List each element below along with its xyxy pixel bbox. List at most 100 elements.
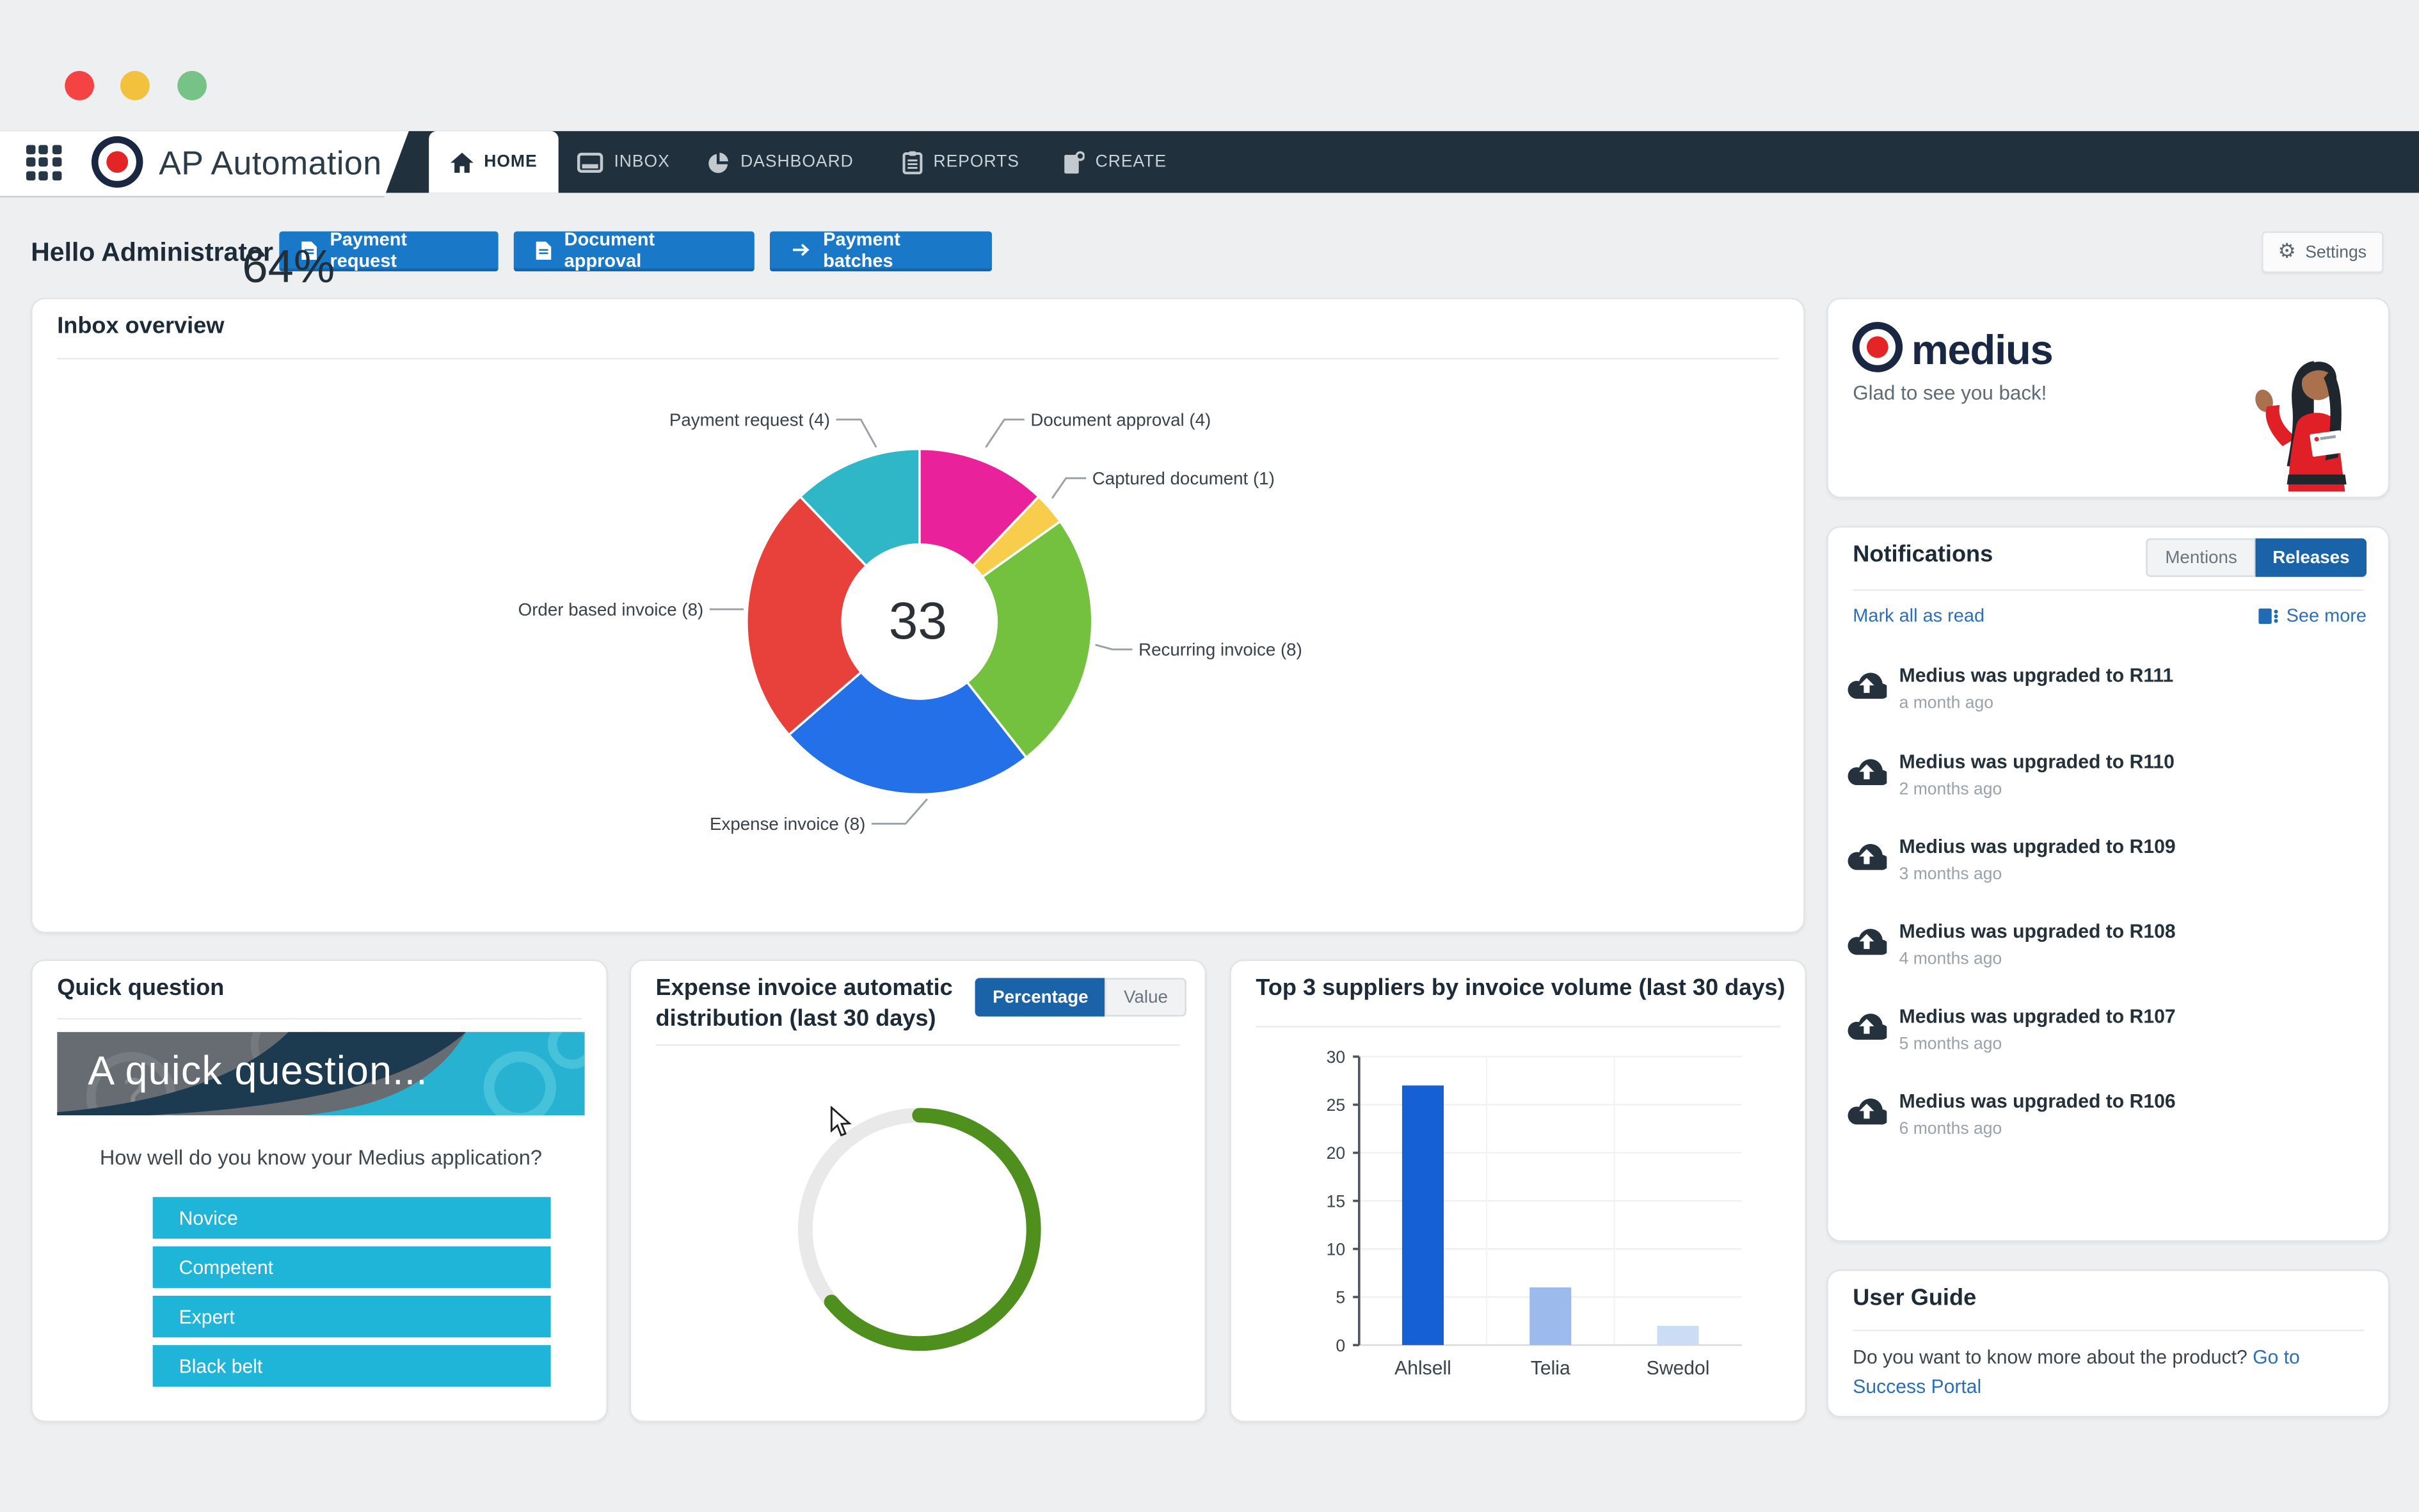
divider <box>57 358 1779 360</box>
suppliers-bar-chart[interactable]: 0 5 10 15 20 25 30 Ahlsell Telia Swedol <box>1256 1047 1783 1405</box>
label-leader-line <box>985 418 1025 448</box>
payment-batches-button[interactable]: Payment batches <box>769 228 993 272</box>
tab-create[interactable]: CREATE <box>1063 131 1167 193</box>
tab-mentions[interactable]: Mentions <box>2146 538 2256 577</box>
toggle-value[interactable]: Value <box>1105 978 1186 1017</box>
dashboard-pie-icon <box>708 152 729 173</box>
notification-time: 2 months ago <box>1899 780 2002 799</box>
label-leader-line <box>1051 477 1087 499</box>
mouse-cursor <box>830 1105 853 1146</box>
notification-time: a month ago <box>1899 694 1994 713</box>
y-tick-label: 15 <box>1327 1191 1345 1211</box>
notification-item[interactable]: Medius was upgraded to R111 a month ago <box>1847 665 2370 736</box>
bar-telia[interactable] <box>1529 1287 1572 1346</box>
donut-center-total: 33 <box>888 592 947 651</box>
notification-time: 4 months ago <box>1899 950 2002 969</box>
inbox-donut-chart[interactable]: Document approval (4) Captured document (… <box>33 361 1803 932</box>
home-icon <box>450 152 474 172</box>
y-tick-label: 25 <box>1327 1095 1345 1115</box>
tab-home[interactable]: HOME <box>429 131 559 193</box>
top-suppliers-card: Top 3 suppliers by invoice volume (last … <box>1229 959 1807 1422</box>
payment-request-button[interactable]: Payment request <box>279 228 499 272</box>
mark-all-as-read-link[interactable]: Mark all as read <box>1853 604 1985 626</box>
tab-reports[interactable]: REPORTS <box>902 131 1019 193</box>
label-leader-line <box>836 418 877 448</box>
card-title: Inbox overview <box>57 313 225 340</box>
divider <box>1256 1026 1780 1028</box>
arrow-right-icon <box>793 244 810 257</box>
notification-time: 6 months ago <box>1899 1120 2002 1139</box>
success-portal-link[interactable]: Go to Success Portal <box>1853 1346 2300 1398</box>
quick-question-card: Quick question ? A quick question... How… <box>31 959 608 1422</box>
notification-time: 3 months ago <box>1899 865 2002 884</box>
donut-slice[interactable] <box>798 447 921 568</box>
inbox-overview-card: Inbox overview Document approval (4) Capt… <box>31 298 1805 934</box>
notification-item[interactable]: Medius was upgraded to R108 4 months ago <box>1847 921 2370 992</box>
donut-slice-label: Expense invoice (8) <box>710 814 865 834</box>
tab-dashboard[interactable]: DASHBOARD <box>707 131 854 193</box>
divider <box>1853 589 2364 591</box>
document-icon <box>301 241 317 259</box>
divider <box>655 1044 1181 1046</box>
bar-swedol[interactable] <box>1657 1326 1699 1346</box>
card-title: Quick question <box>57 975 225 1001</box>
window-close-button[interactable] <box>65 70 95 100</box>
window-minimize-button[interactable] <box>120 70 150 100</box>
notification-item[interactable]: Medius was upgraded to R109 3 months ago <box>1847 836 2370 907</box>
cloud-upload-icon <box>1847 756 1890 794</box>
progress-value-label: 64% <box>242 242 335 294</box>
see-more-icon <box>2258 607 2278 623</box>
y-tick-label: 0 <box>1336 1336 1345 1355</box>
toggle-percentage[interactable]: Percentage <box>975 978 1106 1017</box>
brand-wordmark: medius <box>1911 327 2054 374</box>
quiz-question: How well do you know your Medius applica… <box>99 1146 542 1170</box>
quiz-option-black-belt[interactable]: Black belt <box>152 1345 551 1387</box>
auto-distribution-card: Expense invoice automatic distribution (… <box>629 959 1207 1422</box>
tab-releases[interactable]: Releases <box>2255 538 2367 577</box>
quiz-option-expert[interactable]: Expert <box>152 1295 551 1338</box>
notification-title: Medius was upgraded to R106 <box>1899 1090 2176 1113</box>
label-leader-line <box>872 798 928 825</box>
donut-slice-label: Order based invoice (8) <box>518 600 704 619</box>
user-guide-text: Do you want to know more about the produ… <box>1853 1346 2300 1398</box>
notification-item[interactable]: Medius was upgraded to R106 6 months ago <box>1847 1090 2370 1161</box>
notification-item[interactable]: Medius was upgraded to R107 5 months ago <box>1847 1006 2370 1077</box>
app-grid-icon[interactable] <box>26 145 61 180</box>
assistant-illustration <box>2240 338 2382 497</box>
distribution-mode-toggle: Percentage Value <box>975 978 1186 1017</box>
y-tick-label: 5 <box>1336 1288 1345 1307</box>
window-zoom-button[interactable] <box>177 70 207 100</box>
cloud-upload-icon <box>1847 841 1890 879</box>
donut-slice[interactable] <box>746 495 868 736</box>
top-navbar: AP Automation HOME INBOX DASHBOARD <box>0 131 2419 198</box>
progress-ring-chart <box>765 1075 1074 1383</box>
medius-logo-icon[interactable] <box>90 134 145 198</box>
page-greeting: Hello Administrator <box>31 237 273 267</box>
welcome-message: Glad to see you back! <box>1853 381 2047 404</box>
see-more-link[interactable]: See more <box>2258 605 2367 626</box>
donut-slice[interactable] <box>965 520 1094 760</box>
x-category-label: Swedol <box>1647 1358 1710 1379</box>
notifications-filter-toggle: Mentions Releases <box>2146 538 2367 577</box>
donut-slice-label: Recurring invoice (8) <box>1138 640 1302 660</box>
progress-arc <box>797 1108 1041 1351</box>
divider <box>1853 1330 2364 1332</box>
notification-title: Medius was upgraded to R110 <box>1899 751 2175 773</box>
tab-inbox[interactable]: INBOX <box>577 131 670 193</box>
bar-ahlsell[interactable] <box>1401 1085 1444 1346</box>
welcome-card: medius Glad to see you back! <box>1826 298 2390 498</box>
quiz-option-competent[interactable]: Competent <box>152 1246 551 1288</box>
donut-slice-label: Captured document (1) <box>1092 468 1275 488</box>
label-leader-line <box>1095 644 1133 651</box>
quiz-option-novice[interactable]: Novice <box>152 1197 551 1239</box>
donut-slice[interactable] <box>918 447 1041 568</box>
user-guide-card: User Guide Do you want to know more abou… <box>1826 1269 2390 1418</box>
notification-item[interactable]: Medius was upgraded to R110 2 months ago <box>1847 751 2370 822</box>
donut-slice[interactable] <box>787 670 1028 796</box>
create-document-icon <box>1064 150 1085 173</box>
settings-button[interactable]: ⚙ Settings <box>2261 231 2384 273</box>
gear-icon: ⚙ <box>2278 241 2296 264</box>
medius-logo-icon <box>1849 319 1905 383</box>
document-approval-button[interactable]: Document approval <box>513 228 754 272</box>
